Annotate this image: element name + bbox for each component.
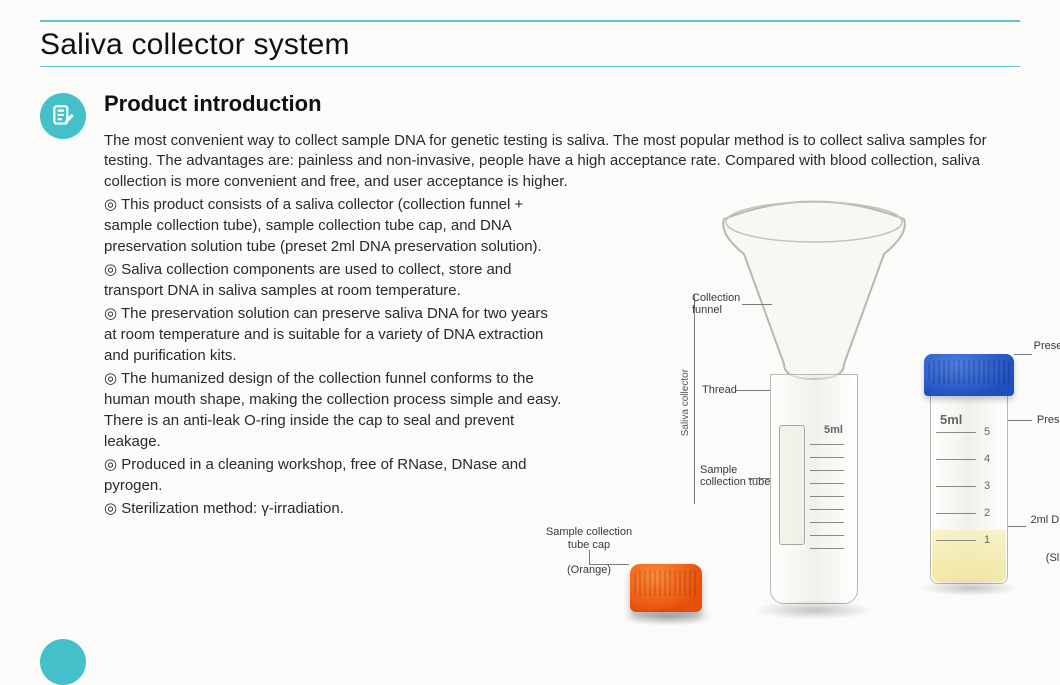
intro-paragraph: The most convenient way to collect sampl… [104, 131, 1004, 192]
next-section-icon [40, 639, 86, 685]
label-subtext: (Slightly yellow) [1046, 552, 1060, 564]
bullet: ◎ This product consists of a saliva coll… [104, 194, 564, 257]
label-pres-tube: Preservation tube [1030, 414, 1060, 427]
bullet: ◎ The preservation solution can preserve… [104, 303, 564, 366]
page-title: Saliva collector system [40, 28, 1020, 62]
bullet: ◎ The humanized design of the collection… [104, 368, 564, 452]
tube-volume-label: 5ml [824, 424, 843, 436]
bullet: ◎ Produced in a cleaning workshop, free … [104, 454, 564, 496]
bullet-list: ◎ This product consists of a saliva coll… [104, 194, 564, 634]
title-bar: Saliva collector system [40, 20, 1020, 67]
section-heading: Product introduction [104, 91, 1020, 117]
bullet: ◎ Saliva collection components are used … [104, 259, 564, 301]
label-pres-solution: 2ml DNA preservation solution (Slightly … [1024, 502, 1060, 565]
document-edit-icon [40, 93, 86, 139]
preservation-cap-blue [924, 354, 1014, 396]
label-text: 2ml DNA preservation solution [1031, 514, 1060, 539]
label-text: Preservation solution tube cap [1034, 340, 1060, 365]
label-sample-cap: Sample collection tube cap (Orange) [534, 514, 644, 577]
label-subtext: (Orange) [567, 564, 611, 576]
grad-num: 1 [984, 534, 990, 546]
label-thread: Thread [702, 384, 737, 397]
bullet: ◎ Sterilization method: γ-irradiation. [104, 498, 564, 519]
label-text: Sample collection tube cap [546, 526, 632, 551]
product-diagram: 5ml 5ml 5 4 [574, 194, 1020, 634]
grad-num: 4 [984, 453, 990, 465]
label-pres-cap: Preservation solution tube cap (Blue) [1030, 328, 1060, 391]
vertical-caption: Saliva collector [680, 369, 691, 436]
label-sample-tube: Sample collection tube [700, 464, 770, 489]
collection-funnel [714, 194, 914, 394]
pres-tube-volume-label: 5ml [940, 412, 962, 427]
grad-num: 5 [984, 426, 990, 438]
label-collection-funnel: Collection funnel [692, 292, 740, 317]
grad-num: 2 [984, 507, 990, 519]
grad-num: 3 [984, 480, 990, 492]
